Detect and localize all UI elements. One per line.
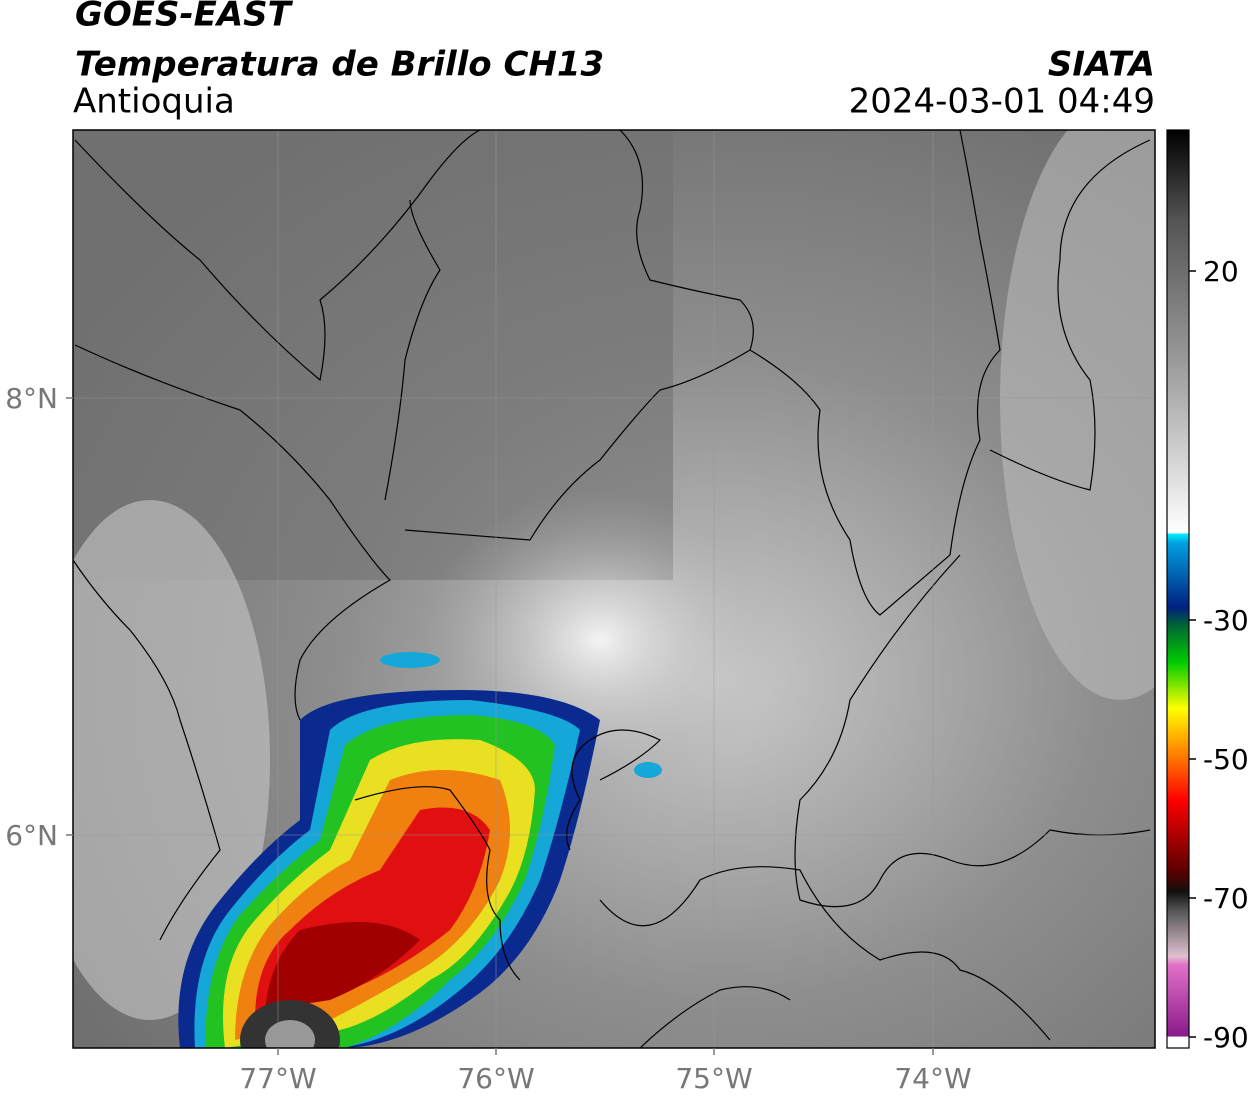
lon-label: 77°W	[239, 1062, 316, 1095]
map-frame	[72, 129, 1156, 1049]
lat-label: 8°N	[5, 382, 58, 415]
datetime-label: 2024-03-01 04:49	[849, 82, 1155, 122]
colorbar-label: -50	[1203, 743, 1249, 776]
colorbar-label: 20	[1203, 255, 1239, 288]
satellite-title: GOES-EAST	[75, 0, 294, 35]
product-title: Temperatura de Brillo CH13	[75, 45, 604, 85]
map-image	[73, 130, 1155, 1048]
colorbar-label: -30	[1203, 604, 1249, 637]
lon-label: 75°W	[675, 1062, 752, 1095]
colorbar-ticks	[1189, 270, 1196, 1038]
region-label: Antioquia	[73, 82, 235, 122]
axis-ticks	[66, 397, 934, 1055]
source-label: SIATA	[1048, 45, 1155, 85]
colorbar	[1166, 129, 1190, 1049]
lat-label: 6°N	[5, 819, 58, 852]
lon-label: 74°W	[894, 1062, 971, 1095]
colorbar-label: -90	[1203, 1021, 1249, 1054]
colorbar-label: -70	[1203, 882, 1249, 915]
lon-label: 76°W	[457, 1062, 534, 1095]
